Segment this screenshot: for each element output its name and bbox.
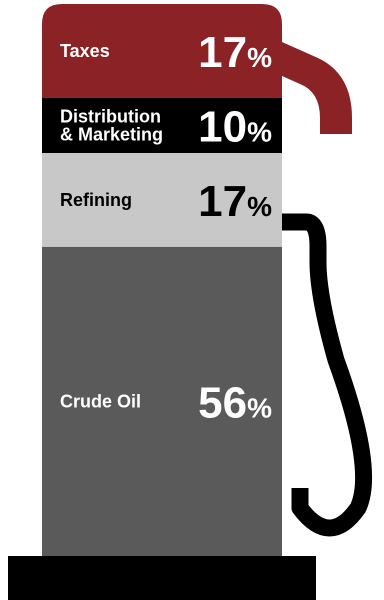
segment-label-crude-oil: Crude Oil: [60, 391, 141, 411]
segment-label-distribution-marketing: Distribution & Marketing: [60, 106, 163, 144]
pump-base: [8, 556, 316, 600]
pump-body: Taxes 17% Distribution & Marketing 10% Refini…: [42, 4, 282, 556]
pump-nozzle-icon: [282, 42, 352, 134]
segment-distribution-marketing: [42, 97, 282, 154]
segment-value-taxes: 17%: [198, 28, 272, 77]
segment-value-distribution-marketing: 10%: [198, 102, 272, 151]
segment-crude-oil: [42, 246, 282, 556]
segment-refining: [42, 153, 282, 247]
pump-hose-icon: [282, 213, 373, 537]
segment-value-crude-oil: 56%: [198, 378, 272, 427]
segment-value-refining: 17%: [198, 177, 272, 226]
segment-label-taxes: Taxes: [60, 41, 110, 61]
segment-taxes: [42, 4, 282, 98]
segment-label-refining: Refining: [60, 190, 132, 210]
